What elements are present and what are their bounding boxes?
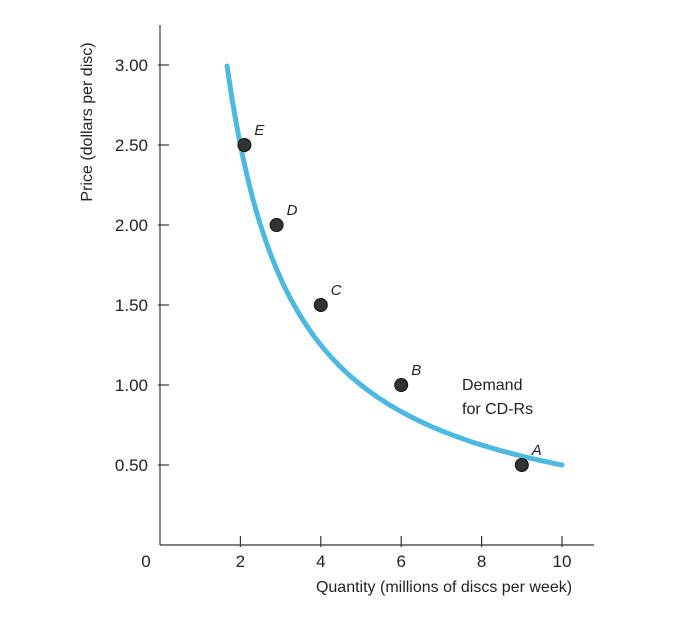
y-tick-label-4: 2.50 — [115, 136, 148, 155]
point-A — [514, 458, 529, 472]
y-tick-label-1: 1.00 — [115, 376, 148, 395]
ticks: 0.50 1.00 1.50 2.00 2.50 3.00 2 4 6 8 10 — [115, 56, 572, 571]
y-axis-title: Price (dollars per disc) — [79, 42, 96, 201]
y-tick-label-0: 0.50 — [115, 456, 148, 475]
demand-curve — [224, 63, 565, 468]
x-tick-label-2: 6 — [396, 552, 405, 571]
y-tick-label-3: 2.00 — [115, 216, 148, 235]
point-label-A: A — [531, 442, 542, 459]
x-tick-label-3: 8 — [477, 552, 486, 571]
point-label-E: E — [254, 122, 265, 139]
point-E — [237, 138, 252, 152]
point-B — [394, 378, 409, 392]
x-tick-label-4: 10 — [553, 552, 572, 571]
point-label-B: B — [411, 362, 421, 379]
data-points: A B C D E — [237, 122, 542, 472]
x-tick-label-1: 4 — [316, 552, 325, 571]
annotation-line-2: for CD-Rs — [462, 401, 533, 418]
annotation-line-1: Demand — [462, 377, 522, 394]
point-D — [269, 218, 284, 232]
x-axis-title: Quantity (millions of discs per week) — [316, 579, 572, 596]
point-label-C: C — [331, 282, 342, 299]
point-label-D: D — [287, 202, 298, 219]
y-tick-label-5: 3.00 — [115, 56, 148, 75]
origin-label: 0 — [141, 552, 150, 571]
axes — [159, 25, 595, 546]
point-C — [313, 298, 328, 312]
x-tick-label-0: 2 — [236, 552, 245, 571]
y-tick-label-2: 1.50 — [115, 296, 148, 315]
demand-annotation: Demand for CD-Rs — [462, 377, 533, 418]
